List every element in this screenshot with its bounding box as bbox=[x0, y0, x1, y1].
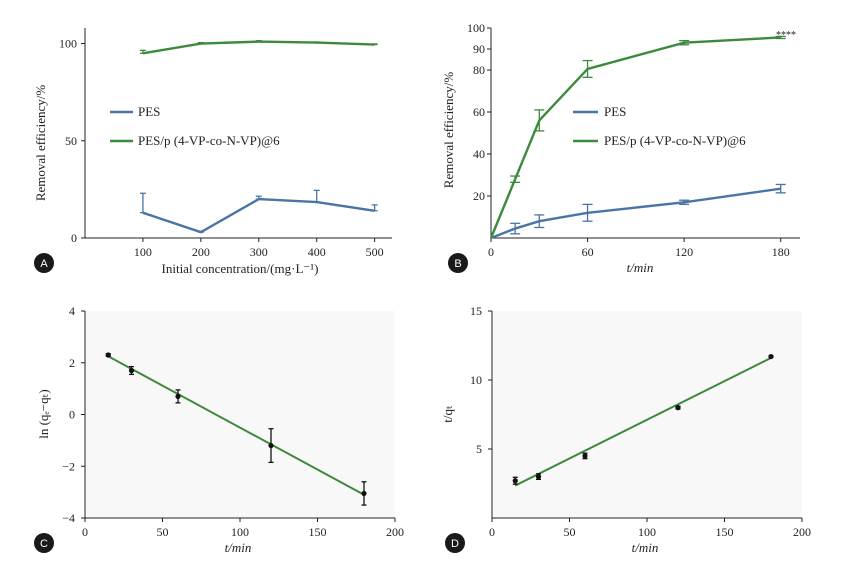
x-tick-label: 200 bbox=[386, 525, 404, 539]
x-tick-label: 180 bbox=[772, 245, 790, 259]
x-tick-label: 200 bbox=[192, 245, 210, 259]
y-tick-label: 0 bbox=[71, 231, 77, 245]
panel-b-badge bbox=[448, 253, 468, 273]
panel-d-badge bbox=[445, 533, 465, 553]
panel-c: t/min ln (qₑ−qₜ) C bbox=[34, 389, 251, 555]
y-tick-label: 100 bbox=[59, 37, 77, 51]
y-tick-label: −2 bbox=[62, 459, 75, 473]
panel-d-plot bbox=[493, 311, 802, 517]
y-tick-label: 100 bbox=[467, 21, 485, 35]
panel-c-plot bbox=[86, 311, 395, 517]
y-tick-label: −4 bbox=[62, 511, 75, 525]
y-tick-label: 5 bbox=[476, 442, 482, 456]
panel-a-axes: 100 200 300 400 500 0 50 100 bbox=[59, 28, 392, 259]
x-tick-label: 150 bbox=[716, 525, 734, 539]
x-tick-label: 100 bbox=[134, 245, 152, 259]
y-tick-label: 90 bbox=[473, 42, 485, 56]
panel-b: t/min Removal efficiency/% **** B bbox=[441, 30, 796, 275]
fit-line bbox=[514, 357, 772, 487]
data-point bbox=[512, 478, 518, 484]
data-point bbox=[535, 474, 542, 480]
x-tick-label: 50 bbox=[157, 525, 169, 539]
x-tick-label: 150 bbox=[309, 525, 327, 539]
panel-b-axes: 0 60 120 180 20 40 60 80 90 100 bbox=[467, 21, 800, 259]
series-line-pesp bbox=[489, 36, 781, 239]
panel-c-badge bbox=[34, 533, 54, 553]
y-tick-label: 10 bbox=[470, 373, 482, 387]
y-tick-label: 60 bbox=[473, 105, 485, 119]
data-point bbox=[582, 453, 588, 459]
data-point bbox=[105, 352, 111, 358]
y-tick-label: 15 bbox=[470, 304, 482, 318]
x-tick-label: 60 bbox=[582, 245, 594, 259]
panel-b-annotation: **** bbox=[776, 30, 796, 41]
data-point bbox=[128, 367, 135, 374]
legend-label: PES/p (4-VP-co-N-VP)@6 bbox=[138, 133, 280, 148]
data-point bbox=[268, 442, 274, 449]
x-tick-label: 500 bbox=[366, 245, 384, 259]
panel-b-ylabel: Removal efficiency/% bbox=[441, 72, 456, 189]
x-tick-label: 200 bbox=[793, 525, 811, 539]
fit-line bbox=[107, 355, 365, 496]
y-tick-label: 20 bbox=[473, 189, 485, 203]
x-tick-label: 120 bbox=[675, 245, 693, 259]
panel-a-xlabel: Initial concentration/(mg·L⁻¹) bbox=[162, 261, 319, 276]
x-tick-label: 50 bbox=[564, 525, 576, 539]
panel-c-ylabel: ln (qₑ−qₜ) bbox=[36, 389, 51, 439]
legend-label: PES bbox=[604, 104, 626, 119]
panel-a-ylabel: Removal efficiency/% bbox=[33, 85, 48, 202]
panel-d-xlabel: t/min bbox=[632, 540, 659, 555]
panel-b-series bbox=[489, 35, 786, 240]
data-point bbox=[675, 405, 681, 411]
plot-background bbox=[493, 311, 802, 517]
x-tick-label: 300 bbox=[250, 245, 268, 259]
x-tick-label: 400 bbox=[308, 245, 326, 259]
panel-a-legend: PES PES/p (4-VP-co-N-VP)@6 bbox=[110, 104, 280, 148]
panel-a-badge bbox=[34, 253, 54, 273]
panel-a-badge-label: A bbox=[40, 258, 48, 270]
panel-a: Initial concentration/(mg·L⁻¹) Removal e… bbox=[33, 85, 318, 276]
y-tick-label: 4 bbox=[69, 304, 75, 318]
legend-label: PES/p (4-VP-co-N-VP)@6 bbox=[604, 133, 746, 148]
x-tick-label: 0 bbox=[488, 245, 494, 259]
x-tick-label: 0 bbox=[82, 525, 88, 539]
data-point bbox=[175, 393, 181, 399]
panel-d: t/min t/qₜ D bbox=[440, 405, 658, 555]
panel-d-axes: 0 50 100 150 200 5 10 15 bbox=[470, 304, 811, 539]
y-tick-label: 0 bbox=[69, 408, 75, 422]
data-point bbox=[768, 353, 774, 360]
y-tick-label: 40 bbox=[473, 147, 485, 161]
panel-c-badge-label: C bbox=[40, 538, 48, 550]
panel-d-ylabel: t/qₜ bbox=[440, 405, 455, 423]
x-tick-label: 100 bbox=[231, 525, 249, 539]
panel-d-badge-label: D bbox=[451, 538, 459, 550]
x-tick-label: 0 bbox=[489, 525, 495, 539]
panel-c-xlabel: t/min bbox=[225, 540, 252, 555]
panel-b-legend: PES PES/p (4-VP-co-N-VP)@6 bbox=[573, 104, 746, 148]
legend-label: PES bbox=[138, 104, 160, 119]
y-tick-label: 2 bbox=[69, 356, 75, 370]
x-tick-label: 100 bbox=[638, 525, 656, 539]
data-point bbox=[361, 490, 367, 497]
panel-b-xlabel: t/min bbox=[627, 260, 654, 275]
panel-a-series bbox=[139, 39, 378, 234]
panel-b-badge-label: B bbox=[454, 258, 461, 270]
panel-c-axes: 0 50 100 150 200 −4 −2 0 2 4 bbox=[62, 304, 404, 539]
y-tick-label: 80 bbox=[473, 63, 485, 77]
y-tick-label: 50 bbox=[65, 134, 77, 148]
series-line-pes bbox=[490, 187, 781, 240]
